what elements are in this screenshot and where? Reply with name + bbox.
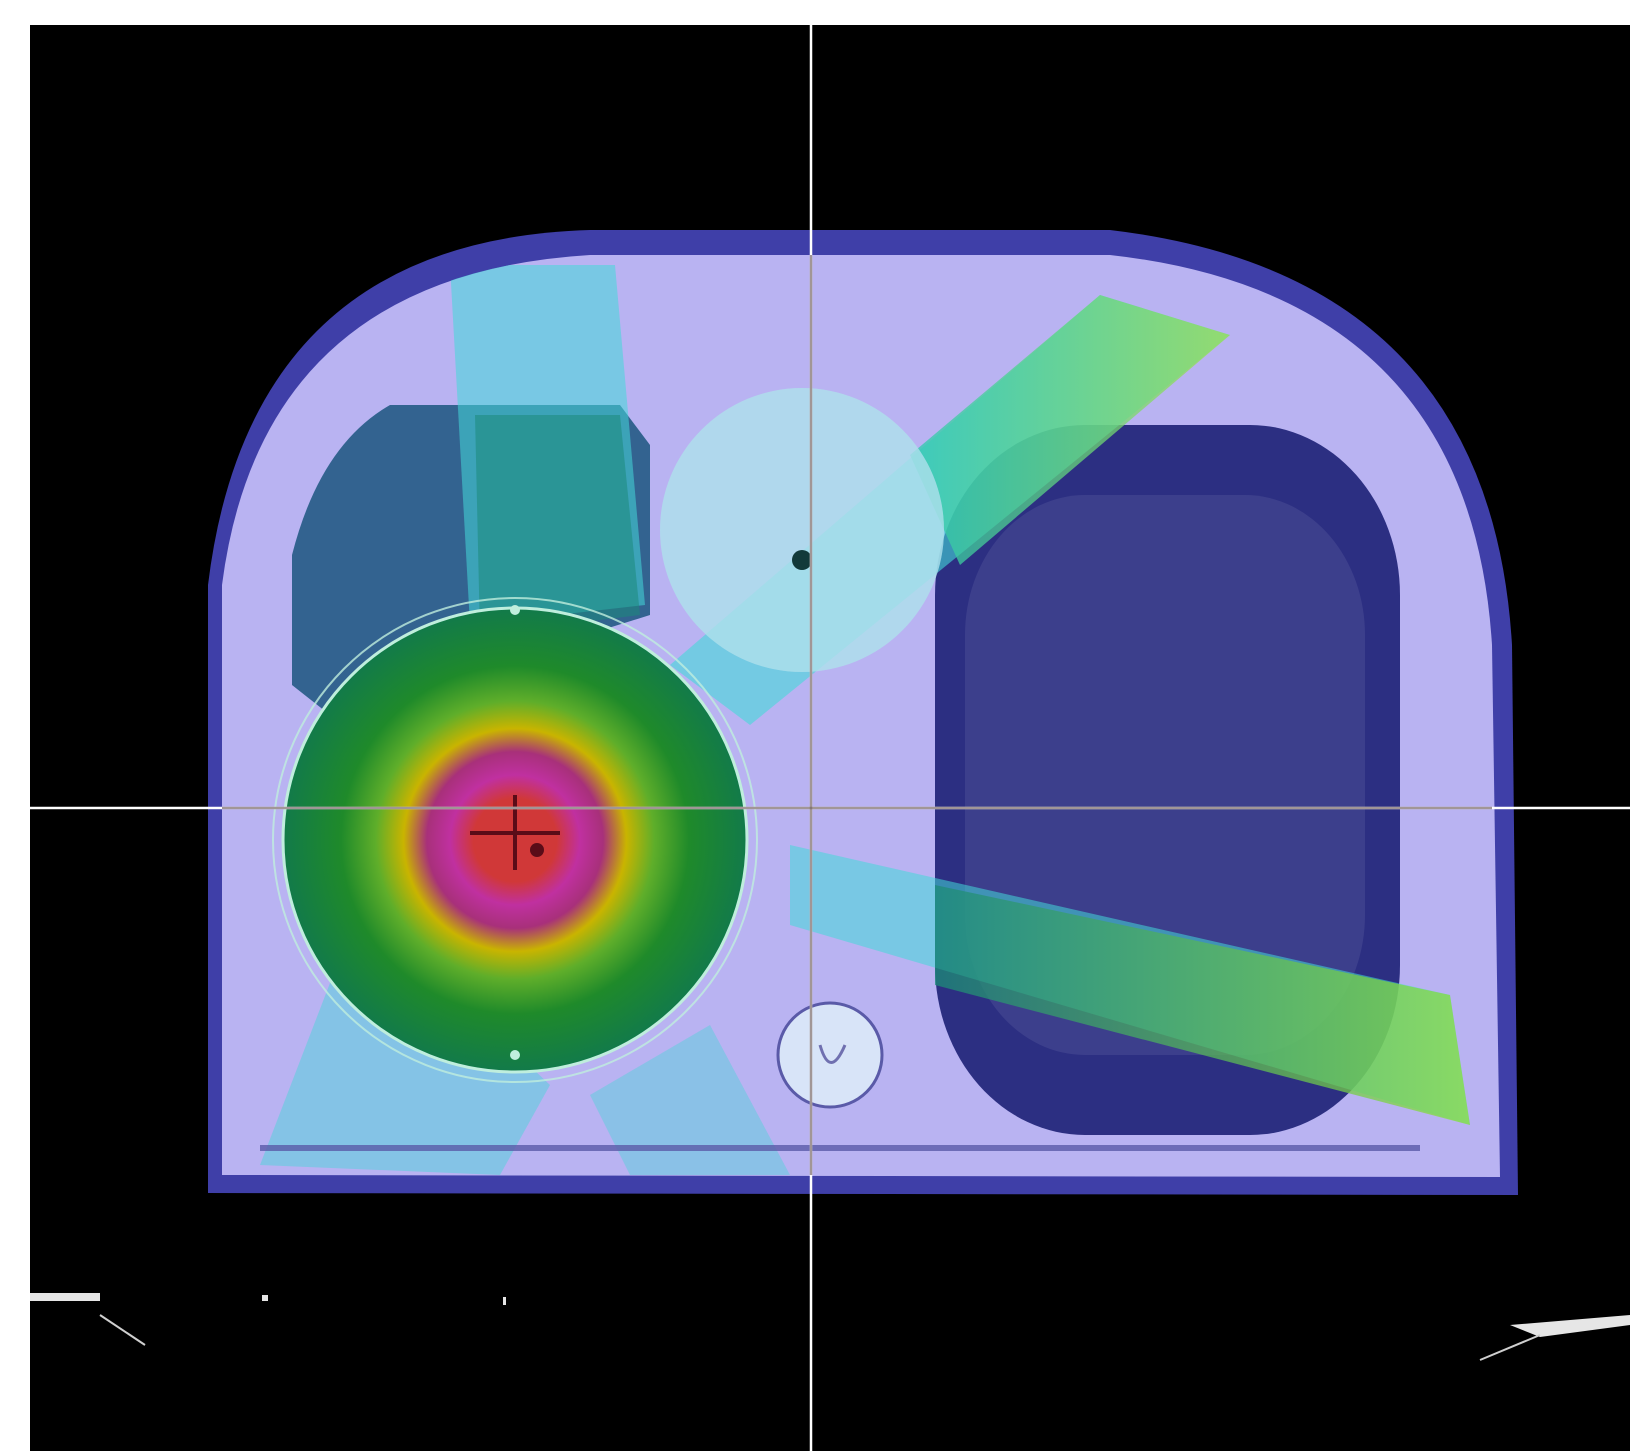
insert-disc-lower xyxy=(776,1001,884,1109)
dose-viewport[interactable] xyxy=(30,25,1630,1451)
artifact-left xyxy=(30,1293,100,1301)
insert-disc-center xyxy=(660,388,944,672)
dose-overlay-canvas xyxy=(30,25,1630,1451)
artifact-right xyxy=(1510,1315,1630,1337)
couch-line xyxy=(260,1145,1420,1151)
